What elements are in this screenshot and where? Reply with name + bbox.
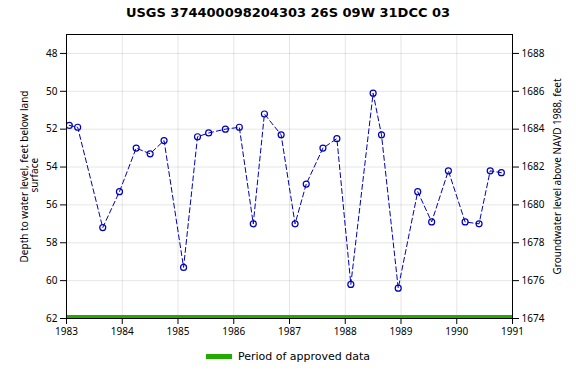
svg-text:1688: 1688 [522,46,545,60]
svg-text:1682: 1682 [522,159,545,173]
svg-text:60: 60 [46,273,58,287]
svg-text:1984: 1984 [111,324,134,338]
svg-text:1989: 1989 [390,324,413,338]
svg-text:54: 54 [46,159,58,173]
svg-text:62: 62 [46,311,58,325]
svg-text:1990: 1990 [445,324,468,338]
svg-text:Groundwater level above NAVD 1: Groundwater level above NAVD 1988, feet [550,78,564,274]
svg-text:50: 50 [46,84,58,98]
svg-text:1680: 1680 [522,197,545,211]
html-text:Period of approved data: Period of approved data [237,349,371,363]
svg-text:1985: 1985 [167,324,190,338]
svg-text:52: 52 [46,121,58,135]
svg-text:1988: 1988 [334,324,357,338]
svg-text:1983: 1983 [55,324,78,338]
svg-text:1684: 1684 [522,121,545,135]
svg-text:1678: 1678 [522,235,545,249]
html-text:USGS 374400098204303 26S 09W 3: USGS 374400098204303 26S 09W 31DCC 03 [125,5,451,20]
svg-text:1991: 1991 [501,324,524,338]
svg-text:1686: 1686 [522,84,545,98]
svg-text:1987: 1987 [278,324,301,338]
svg-text:1986: 1986 [222,324,245,338]
svg-text:Depth to water level, feet bel: Depth to water level, feet below land su… [17,91,41,263]
svg-text:58: 58 [46,235,58,249]
svg-text:1674: 1674 [522,311,545,325]
svg-text:56: 56 [46,197,58,211]
svg-text:1676: 1676 [522,273,545,287]
svg-text:48: 48 [46,46,58,60]
